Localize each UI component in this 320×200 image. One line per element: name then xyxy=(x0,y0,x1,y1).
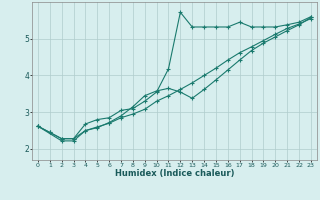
X-axis label: Humidex (Indice chaleur): Humidex (Indice chaleur) xyxy=(115,169,234,178)
